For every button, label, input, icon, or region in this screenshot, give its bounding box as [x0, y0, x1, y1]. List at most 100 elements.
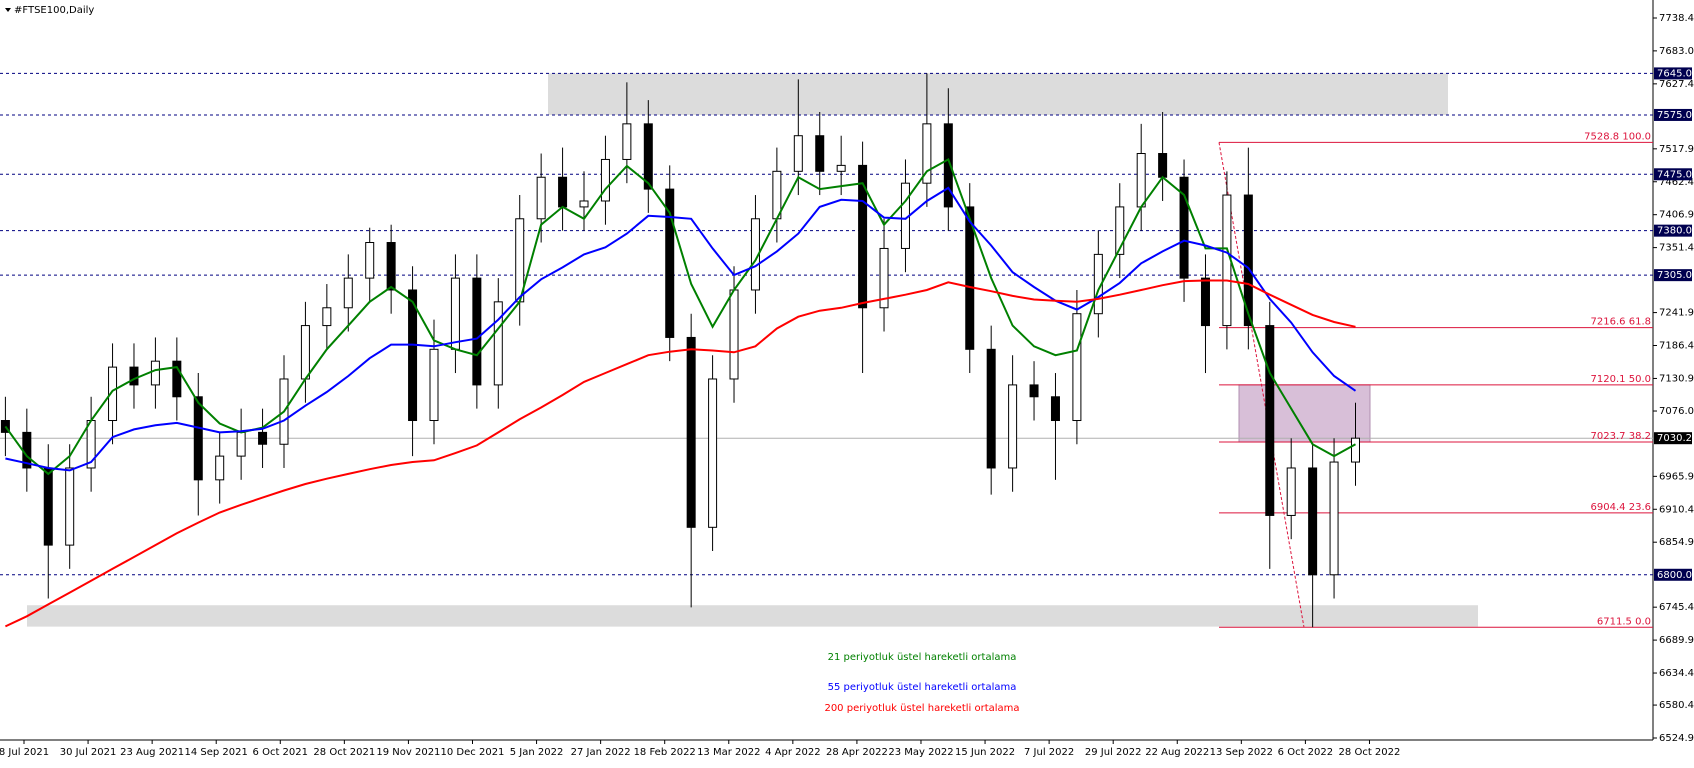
x-tick-label: 10 Dec 2021 — [441, 747, 505, 758]
fib-price: 7120.1 — [1591, 374, 1626, 385]
y-tick-label: 7517.9 — [1659, 144, 1694, 155]
y-tick-label: 6910.4 — [1659, 504, 1694, 515]
candle-body — [150, 360, 160, 386]
candle-body — [408, 289, 418, 422]
candle-body — [1329, 461, 1339, 576]
candle-body — [472, 277, 482, 386]
candle-body — [1308, 467, 1318, 576]
zone — [27, 605, 1478, 627]
candle-body — [1072, 313, 1082, 422]
fib-ratio: 38.2 — [1629, 431, 1651, 442]
y-tick-label: 7406.9 — [1659, 210, 1694, 221]
candle-body — [643, 123, 653, 190]
y-tick-label: 6524.9 — [1659, 733, 1694, 744]
x-tick-label: 8 Jul 2021 — [0, 747, 49, 758]
candle-body — [708, 378, 718, 528]
legend-entry: 200 periyotluk üstel hareketli ortalama — [824, 703, 1019, 714]
ema-line — [4, 279, 1356, 628]
fib-label: 7216.6 61.8 — [1591, 317, 1651, 328]
candle-body — [1158, 153, 1168, 178]
candle-body — [1029, 384, 1039, 398]
candle-body — [729, 289, 739, 380]
fib-trend — [1218, 142, 1305, 628]
x-tick-label: 28 Oct 2021 — [313, 747, 375, 758]
level-label: 7645.0 — [1657, 68, 1692, 79]
candle-body — [343, 277, 353, 309]
level-label: 7305.0 — [1657, 270, 1692, 281]
zone — [548, 73, 1448, 115]
fib-label: 6904.4 23.6 — [1591, 502, 1651, 513]
candle-body — [965, 206, 975, 350]
x-tick-label: 28 Apr 2022 — [826, 747, 888, 758]
candle-body — [836, 164, 846, 172]
candle-body — [600, 158, 610, 202]
fib-ratio: 50.0 — [1629, 374, 1651, 385]
ema-line — [5, 186, 1357, 472]
x-tick-label: 19 Nov 2021 — [376, 747, 440, 758]
candle-body — [622, 123, 632, 160]
candle-body — [365, 242, 375, 279]
y-tick-label: 6854.9 — [1659, 537, 1694, 548]
fib-ratio: 100.0 — [1622, 131, 1651, 142]
x-tick-label: 18 Feb 2022 — [634, 747, 696, 758]
y-tick-label: 6745.4 — [1659, 602, 1694, 613]
ema-line — [4, 157, 1356, 476]
level-box — [1654, 67, 1692, 80]
y-tick-label: 7241.9 — [1659, 308, 1694, 319]
candle-body — [1350, 437, 1360, 463]
fib-price: 6711.5 — [1597, 616, 1632, 627]
fib-ratio: 61.8 — [1629, 317, 1651, 328]
candle-body — [1222, 194, 1232, 327]
candle-body — [1008, 384, 1018, 469]
x-tick-label: 6 Oct 2022 — [1278, 747, 1333, 758]
candle-body — [172, 360, 182, 398]
fib-label: 7023.7 38.2 — [1591, 431, 1651, 442]
fib-label: 6711.5 0.0 — [1597, 616, 1651, 627]
candle-body — [108, 366, 118, 422]
candle-body — [129, 366, 139, 386]
candle-body — [215, 455, 225, 481]
fib-price: 7216.6 — [1591, 317, 1626, 328]
candle-body — [879, 247, 889, 309]
candle-body — [858, 164, 868, 309]
x-tick-label: 30 Jul 2021 — [60, 747, 117, 758]
price-label: 7030.2 — [1657, 433, 1692, 444]
menu-icon — [5, 8, 11, 12]
x-tick-label: 4 Apr 2022 — [765, 747, 820, 758]
candle-body — [43, 467, 53, 546]
y-tick-label: 6689.9 — [1659, 635, 1694, 646]
candle-body — [686, 336, 696, 528]
legend-entry: 55 periyotluk üstel hareketli ortalama — [828, 682, 1017, 693]
candle-body — [429, 348, 439, 422]
fib-ratio: 23.6 — [1629, 502, 1651, 513]
x-tick-label: 13 Sep 2022 — [1210, 747, 1273, 758]
x-tick-label: 22 Aug 2022 — [1145, 747, 1209, 758]
candle-body — [1050, 396, 1060, 422]
y-tick-label: 6965.9 — [1659, 471, 1694, 482]
fib-ratio: 0.0 — [1635, 616, 1651, 627]
candle-body — [1115, 206, 1125, 255]
level-box — [1654, 168, 1692, 181]
candle-body — [665, 188, 675, 338]
level-box — [1654, 224, 1692, 237]
candle-body — [258, 431, 268, 445]
level-box — [1654, 108, 1692, 121]
candle-body — [536, 176, 546, 220]
candle-body — [493, 301, 503, 386]
y-tick-label: 6580.4 — [1659, 700, 1694, 711]
y-tick-label: 7351.4 — [1659, 243, 1694, 254]
fib-price: 7023.7 — [1591, 431, 1626, 442]
x-tick-label: 27 Jan 2022 — [571, 747, 631, 758]
x-tick-label: 6 Oct 2021 — [253, 747, 308, 758]
level-box — [1654, 568, 1692, 581]
candle-body — [922, 123, 932, 184]
x-tick-label: 23 Aug 2021 — [120, 747, 184, 758]
candle-body — [300, 325, 310, 380]
level-label: 7475.0 — [1657, 169, 1692, 180]
x-tick-label: 23 May 2022 — [888, 747, 953, 758]
price-box — [1654, 432, 1692, 445]
x-tick-label: 13 Mar 2022 — [697, 747, 760, 758]
level-label: 7380.0 — [1657, 226, 1692, 237]
candle-body — [793, 135, 803, 172]
